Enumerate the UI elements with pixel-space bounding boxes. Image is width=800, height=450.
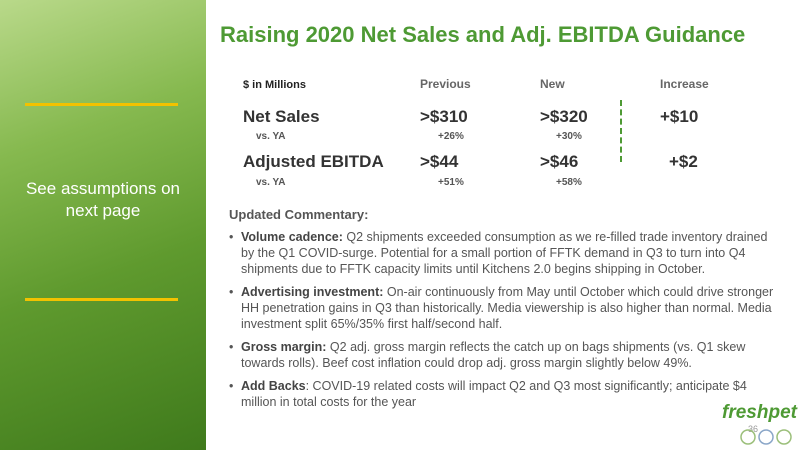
cell: +26%	[438, 131, 464, 142]
bullet-text: On-air continuously from May until Octob…	[241, 285, 774, 331]
bullet: Advertising investment: On-air continuou…	[229, 284, 779, 332]
bullet: Volume cadence: Q2 shipments exceeded co…	[229, 229, 779, 277]
cell: >$44	[420, 152, 459, 171]
title: Raising 2020 Net Sales and Adj. EBITDA G…	[220, 22, 746, 47]
bullet-text: Q2 shipments exceeded consumption as we …	[241, 230, 768, 276]
bullet-text: Q2 adj. gross margin reflects the catch …	[241, 340, 746, 370]
cell: +$2	[669, 152, 698, 171]
cell: +30%	[556, 131, 582, 142]
icon	[776, 429, 792, 445]
unit-label: $ in Millions	[243, 79, 306, 91]
row-sublabel: vs. YA	[256, 177, 286, 188]
commentary: Updated Commentary: Volume cadence: Q2 s…	[229, 207, 779, 417]
row-label: Net Sales	[243, 107, 320, 126]
bullet-lead: Volume cadence:	[241, 230, 343, 244]
column-header: Previous	[420, 77, 471, 91]
bullet: Gross margin: Q2 adj. gross margin refle…	[229, 339, 779, 371]
logo-icons	[740, 429, 792, 445]
column-header: Increase	[660, 77, 709, 91]
bullet-lead: Gross margin:	[241, 340, 327, 354]
logo: freshpet	[722, 402, 797, 423]
rule	[25, 103, 178, 106]
cell: +58%	[556, 177, 582, 188]
bullet-text: : COVID-19 related costs will impact Q2 …	[241, 379, 747, 409]
cell: +$10	[660, 107, 699, 126]
rule	[25, 298, 178, 301]
cell: >$320	[540, 107, 588, 126]
column-header: New	[540, 77, 565, 91]
bullet: Add Backs: COVID-19 related costs will i…	[229, 378, 779, 410]
sidebar: See assumptions on next page	[0, 0, 206, 450]
commentary-heading: Updated Commentary:	[229, 207, 369, 222]
icon	[740, 429, 756, 445]
page-number: 36	[748, 424, 759, 434]
icon	[758, 429, 774, 445]
row-label: Adjusted EBITDA	[243, 152, 384, 171]
cell: >$310	[420, 107, 468, 126]
sidebar-note: See assumptions on next page	[25, 179, 181, 220]
cell: >$46	[540, 152, 579, 171]
cell: +51%	[438, 177, 464, 188]
divider	[620, 100, 622, 162]
bullet-lead: Add Backs	[241, 379, 306, 393]
bullet-lead: Advertising investment:	[241, 285, 384, 299]
row-sublabel: vs. YA	[256, 131, 286, 142]
